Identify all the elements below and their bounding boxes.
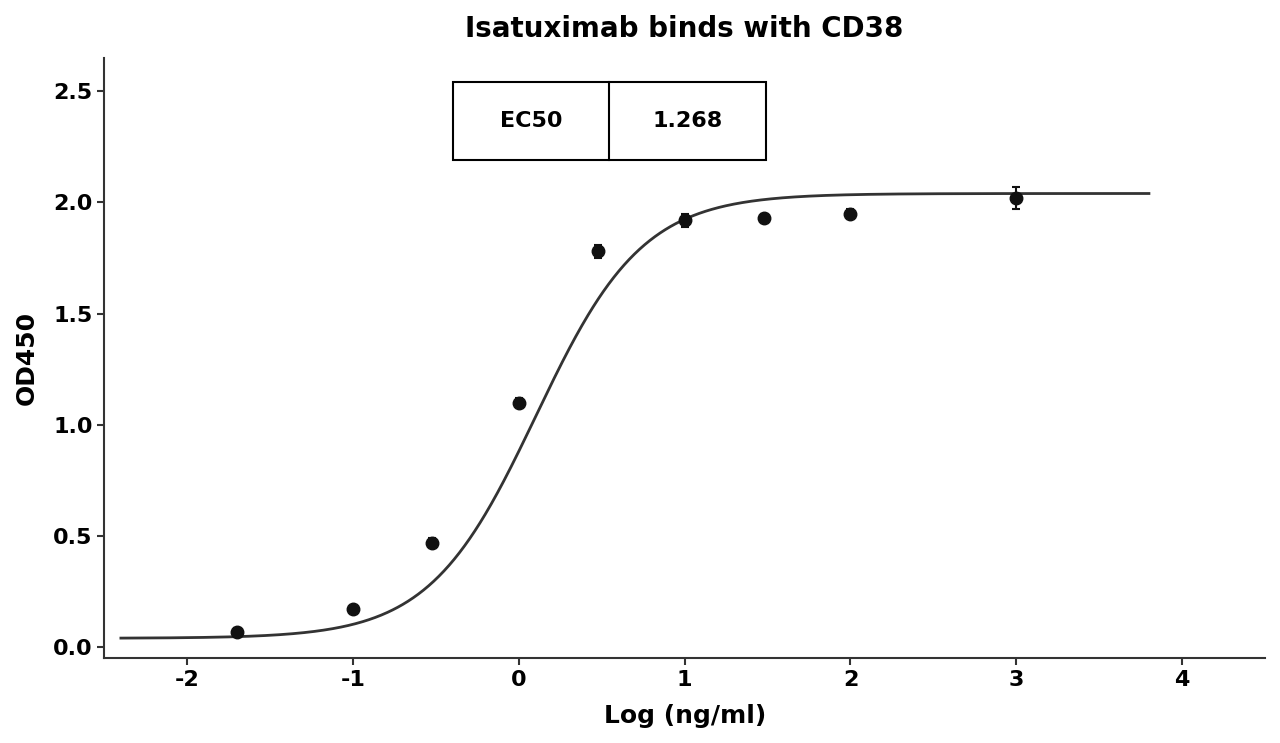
Title: Isatuximab binds with CD38: Isatuximab binds with CD38	[466, 15, 904, 43]
Point	[584, 458, 599, 467]
X-axis label: Log (ng/ml): Log (ng/ml)	[604, 704, 765, 728]
Text: 1.268: 1.268	[653, 111, 723, 131]
Text: EC50: EC50	[499, 111, 562, 131]
Point	[584, 429, 599, 438]
Bar	[453, 82, 765, 160]
Y-axis label: OD450: OD450	[15, 311, 38, 405]
